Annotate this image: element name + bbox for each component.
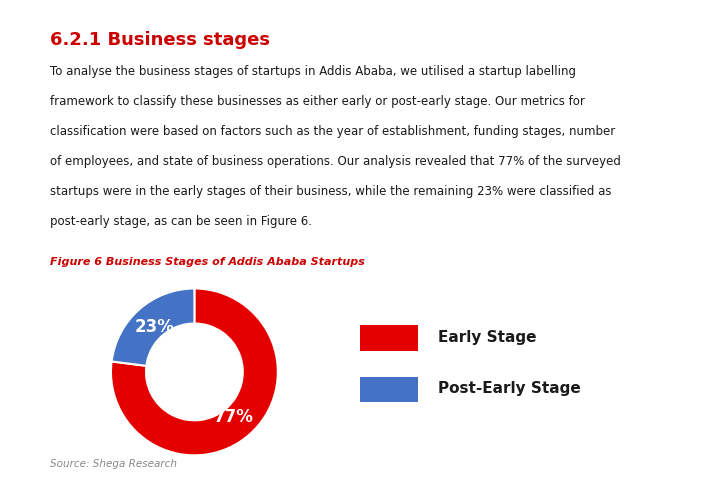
- Text: framework to classify these businesses as either early or post-early stage. Our : framework to classify these businesses a…: [50, 95, 585, 108]
- Text: 77%: 77%: [214, 408, 254, 426]
- Text: startups were in the early stages of their business, while the remaining 23% wer: startups were in the early stages of the…: [50, 185, 612, 198]
- Text: 6.2.1 Business stages: 6.2.1 Business stages: [50, 31, 271, 49]
- Wedge shape: [112, 288, 194, 366]
- Text: Source: Shega Research: Source: Shega Research: [50, 458, 177, 469]
- Text: Post-Early Stage: Post-Early Stage: [438, 381, 580, 396]
- Text: 23%: 23%: [135, 318, 175, 336]
- Text: of employees, and state of business operations. Our analysis revealed that 77% o: of employees, and state of business oper…: [50, 155, 621, 168]
- Wedge shape: [111, 288, 278, 455]
- Text: Early Stage: Early Stage: [438, 330, 536, 345]
- Text: classification were based on factors such as the year of establishment, funding : classification were based on factors suc…: [50, 125, 616, 138]
- FancyBboxPatch shape: [360, 325, 418, 351]
- Text: post-early stage, as can be seen in Figure 6.: post-early stage, as can be seen in Figu…: [50, 215, 312, 228]
- Text: To analyse the business stages of startups in Addis Ababa, we utilised a startup: To analyse the business stages of startu…: [50, 65, 577, 78]
- Text: Figure 6 Business Stages of Addis Ababa Startups: Figure 6 Business Stages of Addis Ababa …: [50, 257, 365, 267]
- FancyBboxPatch shape: [360, 377, 418, 402]
